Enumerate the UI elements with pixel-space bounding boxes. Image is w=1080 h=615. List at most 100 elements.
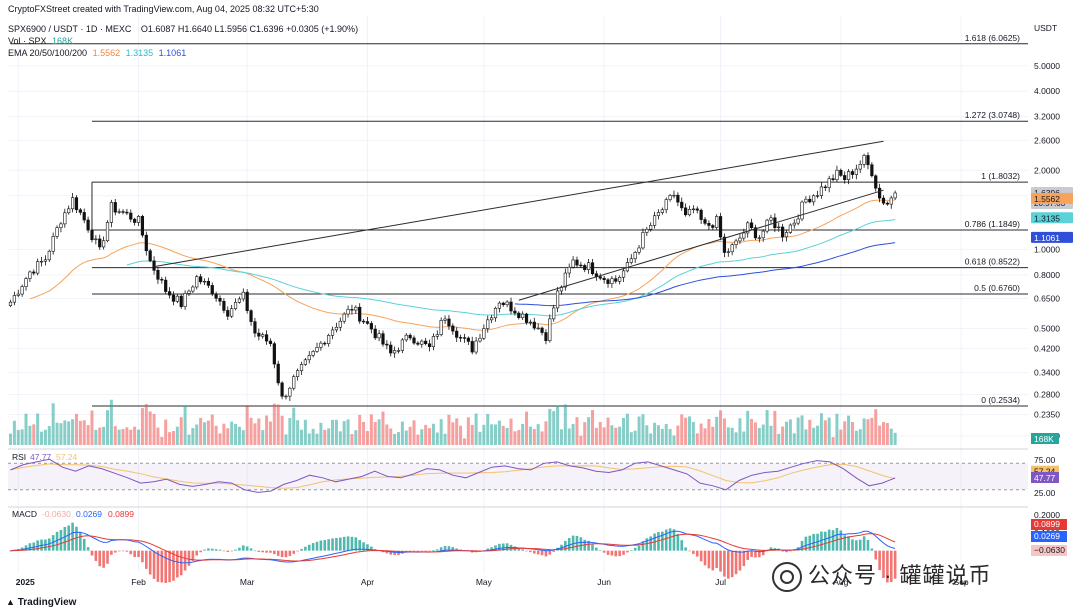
volume-bar	[893, 432, 897, 445]
macd-hist-bar	[610, 550, 614, 556]
macd-hist-bar	[90, 550, 94, 556]
candle-body	[827, 178, 831, 188]
price-tick-label: 2.0000	[1034, 165, 1060, 175]
price-tick-label: 3.2000	[1034, 112, 1060, 122]
volume-bar	[796, 417, 800, 445]
candle-body	[664, 199, 668, 211]
macd-hist-bar	[199, 550, 202, 553]
candle-body	[850, 171, 855, 175]
price-tag-bg	[1031, 231, 1073, 243]
macd-hist-bar	[176, 550, 179, 578]
macd-hist-bar	[226, 550, 230, 552]
volume-bar	[424, 424, 428, 445]
macd-hist-bar	[839, 530, 843, 551]
macd-hist-bar	[812, 533, 815, 551]
volume-bar	[602, 427, 606, 445]
candle-body	[113, 202, 117, 213]
candle-body	[32, 271, 36, 274]
time-tick-label: Sep	[954, 577, 969, 587]
candle-body	[769, 217, 773, 221]
volume-bar	[746, 410, 750, 445]
volume-bar	[707, 419, 711, 445]
macd-hist-bar	[579, 537, 583, 551]
candle-body	[831, 178, 835, 181]
candle-body	[117, 211, 121, 213]
candle-body	[249, 310, 253, 322]
macd-hist-bar	[432, 550, 435, 551]
candle-body	[67, 208, 71, 214]
volume-bar	[206, 420, 210, 445]
macd-hist-bar	[754, 550, 757, 558]
candle-body	[307, 355, 311, 361]
volume-bar	[24, 413, 28, 445]
price-tick-label: 0.4200	[1034, 343, 1060, 353]
volume-bar	[521, 423, 525, 445]
candle-body	[819, 186, 824, 196]
volume-bar	[268, 421, 272, 445]
rsi-tag: 47.77	[1034, 473, 1056, 483]
tradingview-logo[interactable]: ▲ TradingView	[6, 597, 76, 608]
time-tick-label: 2025	[16, 577, 35, 587]
volume-bar	[878, 425, 882, 445]
fib-level-label: 1.272 (3.0748)	[965, 110, 1020, 120]
signal-value: 0.0899	[108, 509, 134, 519]
macd-hist-bar	[548, 550, 552, 555]
volume-bar	[633, 430, 637, 445]
candle-body	[230, 308, 234, 317]
volume-bar	[583, 422, 587, 445]
volume-bar	[9, 433, 12, 445]
macd-line	[10, 530, 896, 564]
macd-hist-bar	[874, 550, 878, 560]
macd-hist-bar	[28, 543, 32, 551]
candle-body	[125, 211, 129, 214]
ema-legend[interactable]: EMA 20/50/100/200 1.5562 1.3135 1.1061	[8, 48, 189, 59]
candle-body	[482, 328, 486, 339]
macd-hist-bar	[269, 550, 272, 553]
volume-bar	[354, 430, 358, 445]
macd-hist-bar	[800, 540, 804, 551]
macd-hist-bar	[370, 546, 373, 551]
candle-body	[206, 280, 210, 286]
candle-body	[292, 376, 296, 389]
macd-hist-bar	[893, 550, 897, 579]
volume-bar	[106, 410, 109, 445]
macd-hist-bar	[618, 550, 621, 557]
volume-bar	[160, 436, 164, 445]
macd-hist-bar	[191, 550, 195, 562]
macd-hist-bar	[187, 550, 191, 566]
volume-bar	[882, 422, 885, 445]
volume-bar	[175, 426, 179, 445]
candle-body	[590, 262, 595, 275]
volume-legend[interactable]: Vol · SPX 168K	[8, 36, 76, 47]
volume-bar	[559, 429, 563, 445]
candle-body	[109, 202, 113, 223]
time-tick-label: Mar	[240, 577, 255, 587]
macd-hist-bar	[862, 536, 866, 551]
macd-hist-bar	[342, 536, 346, 551]
candle-body	[680, 201, 684, 209]
volume-bar	[265, 415, 269, 445]
symbol-line[interactable]: SPX6900 / USDT · 1D · MEXC	[8, 24, 132, 34]
candle-body	[393, 350, 397, 354]
candle-body	[179, 295, 183, 307]
candle-body	[121, 211, 125, 213]
candle-body	[148, 250, 152, 262]
macd-hist-bar	[117, 550, 121, 552]
volume-bar	[509, 418, 513, 445]
candle-body	[493, 307, 498, 319]
candle-body	[749, 222, 754, 228]
macd-hist-bar	[727, 550, 730, 579]
candle-body	[730, 244, 734, 253]
macd-hist-bar	[389, 550, 393, 555]
volume-bar	[691, 421, 695, 445]
macd-hist-bar	[571, 535, 575, 551]
volume-bar	[478, 431, 482, 445]
volume-bar	[98, 427, 102, 445]
volume-bar	[656, 425, 660, 445]
macd-hist-bar	[319, 540, 323, 551]
candle-body	[505, 301, 509, 306]
volume-bar	[195, 424, 199, 445]
candle-body	[424, 340, 428, 345]
macd-hist-bar	[420, 550, 424, 552]
